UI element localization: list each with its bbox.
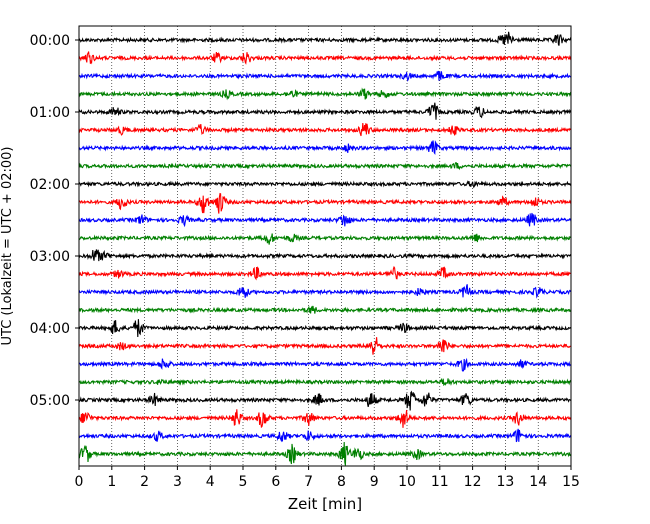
trace-line bbox=[78, 140, 572, 155]
trace-line bbox=[78, 377, 572, 387]
trace-line bbox=[78, 441, 572, 466]
y-axis-label: UTC (Lokalzeit = UTC + 02:00) bbox=[0, 147, 15, 346]
x-tick-label: 7 bbox=[304, 474, 313, 490]
x-tick-label: 14 bbox=[529, 474, 547, 490]
trace-line bbox=[78, 357, 572, 372]
x-tick-label: 5 bbox=[239, 474, 248, 490]
trace-line bbox=[78, 284, 572, 299]
x-tick-label: 12 bbox=[464, 474, 482, 490]
x-tick-label: 10 bbox=[398, 474, 416, 490]
trace-line bbox=[78, 390, 572, 411]
trace-line bbox=[78, 428, 572, 443]
x-tick-label: 15 bbox=[562, 474, 580, 490]
trace-line bbox=[78, 265, 572, 281]
y-tick-label: 04:00 bbox=[30, 321, 70, 337]
trace-line bbox=[78, 180, 572, 189]
x-tick-label: 4 bbox=[206, 474, 215, 490]
trace-line bbox=[78, 337, 571, 355]
x-tick-label: 9 bbox=[370, 474, 379, 490]
trace-line bbox=[78, 409, 572, 429]
y-axis-ticks: 00:00 01:00 02:00 03:00 04:00 05:00 bbox=[30, 33, 79, 409]
trace-line bbox=[78, 162, 572, 171]
x-tick-label: 8 bbox=[337, 474, 346, 490]
x-tick-label: 13 bbox=[496, 474, 514, 490]
x-tick-label: 2 bbox=[140, 474, 149, 490]
y-tick-label: 03:00 bbox=[30, 249, 70, 265]
trace-line bbox=[78, 233, 572, 245]
trace-line bbox=[78, 212, 572, 228]
trace-line bbox=[78, 192, 572, 214]
grid-lines bbox=[111, 26, 539, 466]
trace-line bbox=[78, 319, 572, 338]
trace-line bbox=[78, 87, 572, 101]
trace-line bbox=[78, 123, 572, 137]
trace-line bbox=[78, 70, 572, 82]
x-tick-label: 0 bbox=[75, 474, 84, 490]
trace-line bbox=[78, 31, 572, 46]
x-axis-ticks: 0 1 2 3 4 5 6 7 8 9 10 11 12 13 14 15 bbox=[75, 466, 580, 490]
y-tick-label: 01:00 bbox=[30, 105, 70, 121]
trace-line bbox=[78, 249, 572, 262]
x-tick-label: 11 bbox=[431, 474, 449, 490]
x-tick-label: 1 bbox=[107, 474, 116, 490]
y-tick-label: 05:00 bbox=[30, 393, 70, 409]
y-tick-label: 02:00 bbox=[30, 177, 70, 193]
trace-line bbox=[78, 51, 572, 65]
plot-frame bbox=[78, 25, 572, 467]
x-tick-label: 3 bbox=[173, 474, 182, 490]
trace-line bbox=[78, 102, 572, 120]
traces bbox=[78, 31, 572, 466]
trace-line bbox=[78, 305, 572, 314]
y-tick-label: 00:00 bbox=[30, 33, 70, 49]
x-axis-label: Zeit [min] bbox=[288, 495, 362, 513]
x-tick-label: 6 bbox=[271, 474, 280, 490]
